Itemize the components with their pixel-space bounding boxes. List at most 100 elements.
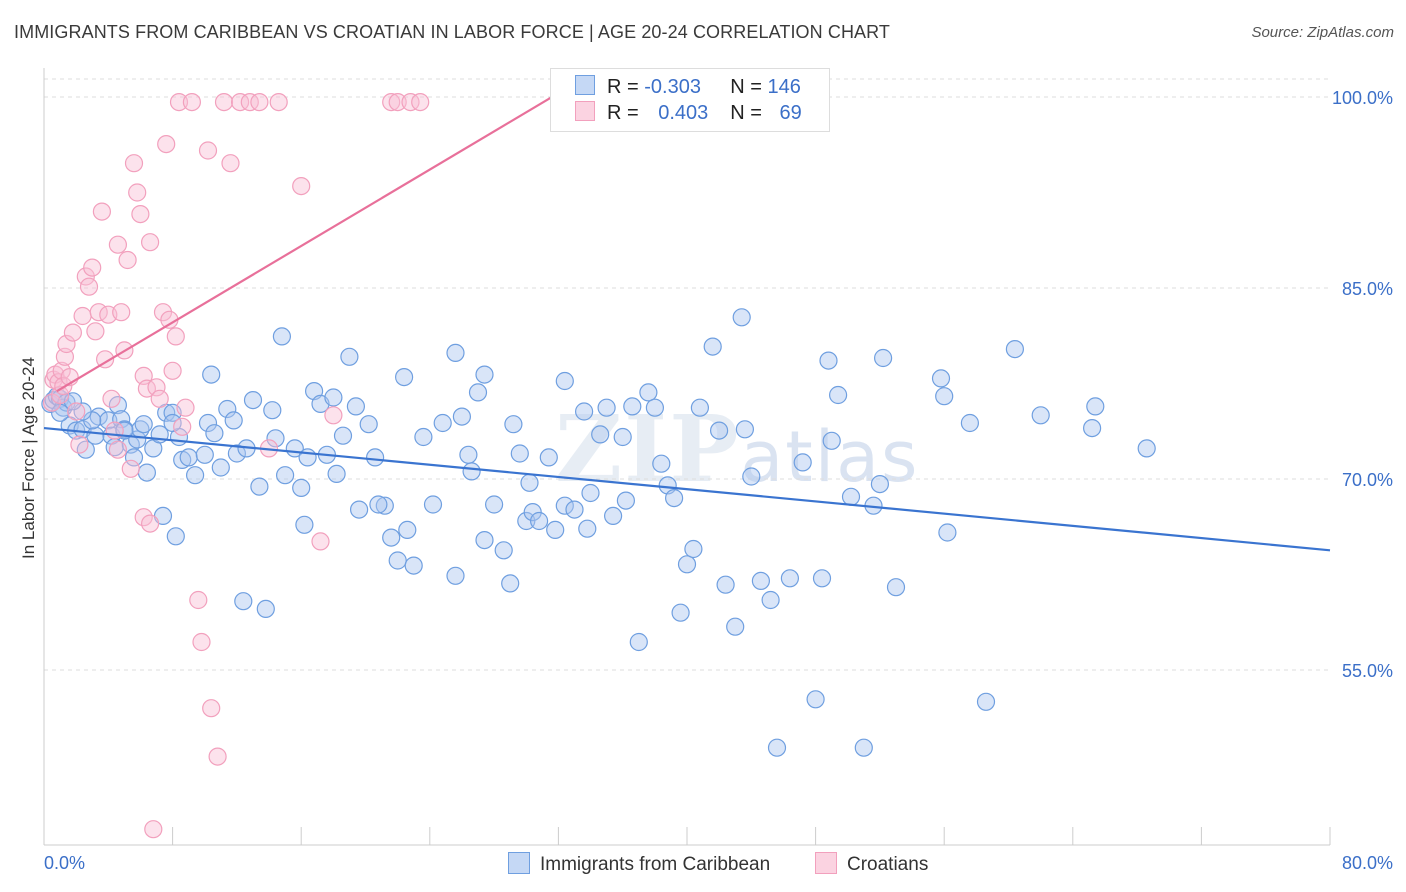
point-caribbean (211, 458, 230, 477)
point-croatians (221, 154, 240, 173)
point-caribbean (555, 371, 574, 391)
point-caribbean (616, 491, 636, 510)
point-caribbean (468, 383, 488, 402)
point-caribbean (935, 387, 954, 406)
point-croatians (137, 379, 156, 398)
point-caribbean (346, 397, 365, 416)
point-caribbean (266, 429, 285, 448)
point-caribbean (1031, 406, 1050, 425)
point-caribbean (324, 388, 343, 407)
point-caribbean (520, 473, 539, 492)
point-caribbean (703, 337, 722, 356)
point-croatians (250, 92, 269, 112)
point-caribbean (398, 520, 417, 540)
y-tick-label: 55.0% (1342, 661, 1393, 681)
point-caribbean (423, 495, 443, 514)
point-croatians (173, 417, 192, 436)
point-croatians (124, 154, 144, 173)
point-caribbean (597, 398, 616, 417)
point-croatians (112, 303, 131, 322)
point-caribbean (709, 421, 729, 440)
legend-r-label: R = (607, 102, 639, 124)
point-caribbean (404, 556, 423, 575)
point-croatians (292, 177, 311, 196)
point-caribbean (1086, 397, 1105, 416)
point-caribbean (1082, 419, 1102, 438)
point-croatians (388, 92, 407, 112)
bottom-legend-swatch-pink (815, 852, 837, 874)
point-croatians (118, 250, 137, 270)
point-caribbean (501, 574, 520, 593)
point-croatians (240, 92, 259, 112)
legend-row-croatians: R = 0.403 N = 69 (575, 101, 802, 129)
point-caribbean (581, 483, 600, 503)
point-caribbean (546, 520, 565, 540)
point-caribbean (163, 413, 182, 433)
point-caribbean (1137, 439, 1156, 458)
point-croatians (108, 235, 128, 254)
trend-lines (43, 92, 1331, 552)
point-caribbean (793, 453, 812, 472)
point-caribbean (591, 425, 610, 444)
point-croatians (141, 233, 160, 252)
point-caribbean (629, 632, 648, 652)
point-caribbean (224, 411, 243, 430)
point-caribbean (523, 502, 542, 522)
point-caribbean (124, 448, 144, 467)
point-croatians (324, 406, 343, 425)
point-caribbean (298, 448, 317, 467)
point-caribbean (327, 464, 346, 483)
point-caribbean (735, 420, 755, 439)
point-caribbean (375, 496, 394, 515)
point-caribbean (504, 415, 523, 434)
y-axis-title: In Labor Force | Age 20-24 (19, 357, 38, 559)
point-croatians (102, 389, 121, 408)
point-croatians (144, 820, 163, 839)
point-caribbean (234, 592, 253, 611)
trend-line-caribbean (43, 426, 1331, 552)
point-croatians (108, 440, 128, 459)
point-croatians (141, 514, 160, 533)
point-caribbean (459, 445, 478, 464)
legend-swatch-pink (575, 101, 595, 121)
point-croatians (166, 327, 185, 346)
point-caribbean (565, 500, 584, 519)
point-croatians (182, 92, 201, 112)
point-caribbean (475, 530, 494, 550)
source-label: Source: ZipAtlas.com (1251, 24, 1394, 41)
point-caribbean (256, 599, 275, 619)
y-tick-label: 70.0% (1342, 470, 1393, 490)
point-croatians (95, 350, 115, 369)
point-caribbean (623, 397, 642, 416)
legend-n-label: N = (730, 76, 762, 98)
point-caribbean (205, 424, 224, 443)
bottom-legend-swatch-blue (508, 852, 530, 874)
point-caribbean (446, 343, 465, 362)
legend-n-label: N = (730, 102, 762, 124)
point-croatians (147, 378, 166, 397)
point-caribbean (195, 445, 214, 464)
point-caribbean (202, 365, 221, 384)
point-caribbean (340, 347, 359, 366)
point-caribbean (931, 369, 951, 388)
point-caribbean (99, 411, 118, 430)
point-caribbean (690, 398, 710, 417)
point-caribbean (938, 523, 957, 542)
point-croatians (198, 141, 218, 160)
point-caribbean (134, 415, 153, 434)
point-caribbean (529, 511, 549, 531)
point-croatians (131, 205, 150, 224)
point-croatians (150, 389, 169, 408)
point-caribbean (179, 448, 198, 467)
point-croatians (192, 632, 211, 652)
point-caribbean (806, 690, 825, 709)
point-caribbean (726, 617, 745, 636)
point-caribbean (742, 467, 761, 486)
point-caribbean (218, 399, 237, 419)
point-croatians (169, 92, 189, 112)
legend-swatch-blue (575, 75, 595, 95)
point-caribbean (137, 463, 156, 482)
x-tick-label-max: 80.0% (1342, 853, 1393, 873)
point-caribbean (645, 398, 665, 417)
point-croatians (92, 202, 112, 221)
